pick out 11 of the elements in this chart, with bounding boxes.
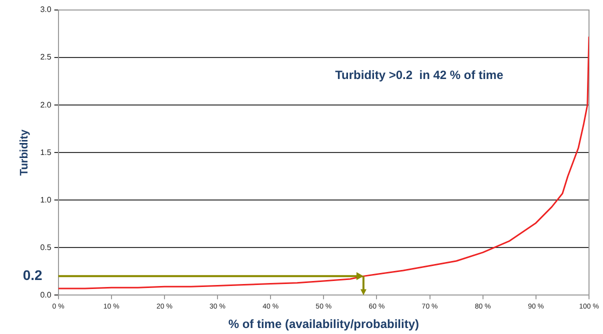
y-tick-label: 3.0 [40,5,52,14]
y-tick-label: 0.0 [40,290,52,300]
y-tick-label: 1.5 [40,148,52,157]
y-tick-label: 0.5 [40,242,52,252]
y-tick-label: 2.5 [40,52,52,62]
y-tick-label: 2.0 [40,100,52,110]
y-tick-label: 1.0 [40,195,52,204]
x-axis-title: % of time (availability/probability) [228,317,420,332]
y-axis-title: Turbidity [18,128,31,176]
ref-line-label: 0.2 [22,267,43,284]
annotation: Turbidity >0.2 in 42 % of time [335,68,504,82]
